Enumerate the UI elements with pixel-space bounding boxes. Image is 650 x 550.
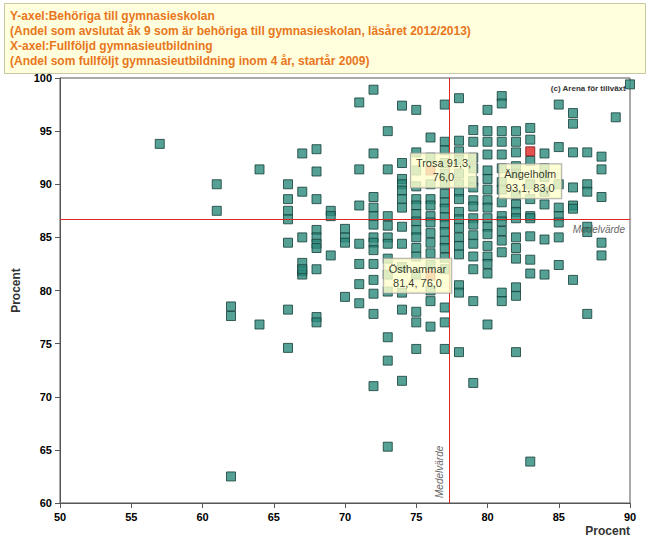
svg-text:Medelvärde: Medelvärde bbox=[573, 224, 626, 235]
svg-text:X-axel:Fullföljd gymnasieutbil: X-axel:Fullföljd gymnasieutbildning bbox=[10, 39, 213, 53]
svg-text:75: 75 bbox=[410, 511, 422, 523]
svg-text:70: 70 bbox=[339, 511, 351, 523]
svg-text:100: 100 bbox=[33, 72, 52, 84]
svg-text:50: 50 bbox=[54, 511, 66, 523]
svg-text:70: 70 bbox=[40, 391, 52, 403]
svg-text:95: 95 bbox=[40, 125, 52, 137]
svg-text:81,4, 76,0: 81,4, 76,0 bbox=[393, 277, 442, 289]
svg-text:90: 90 bbox=[624, 511, 636, 523]
svg-text:Östhammar: Östhammar bbox=[389, 263, 447, 275]
svg-text:Ängelholm: Ängelholm bbox=[504, 168, 556, 180]
svg-text:55: 55 bbox=[125, 511, 137, 523]
svg-text:75: 75 bbox=[40, 338, 52, 350]
svg-text:Procent: Procent bbox=[585, 524, 630, 538]
svg-text:85: 85 bbox=[40, 231, 52, 243]
svg-text:Medelvärde: Medelvärde bbox=[434, 445, 445, 498]
svg-text:90: 90 bbox=[40, 178, 52, 190]
svg-text:76,0: 76,0 bbox=[433, 171, 454, 183]
svg-text:60: 60 bbox=[196, 511, 208, 523]
svg-text:80: 80 bbox=[40, 285, 52, 297]
svg-text:65: 65 bbox=[268, 511, 280, 523]
svg-text:Procent: Procent bbox=[9, 268, 23, 313]
svg-text:60: 60 bbox=[40, 497, 52, 509]
svg-text:85: 85 bbox=[553, 511, 565, 523]
svg-text:65: 65 bbox=[40, 444, 52, 456]
svg-text:Trosa 91,3,: Trosa 91,3, bbox=[416, 157, 471, 169]
svg-text:(Andel som fullföljt gymnasieu: (Andel som fullföljt gymnasieutbildning … bbox=[10, 54, 369, 68]
svg-text:93,1, 83,0: 93,1, 83,0 bbox=[506, 182, 555, 194]
svg-text:Y-axel:Behöriga till gymnasies: Y-axel:Behöriga till gymnasieskolan bbox=[10, 9, 215, 23]
svg-text:(Andel som avslutat åk 9 som ä: (Andel som avslutat åk 9 som är behöriga… bbox=[10, 24, 471, 38]
svg-text:(c) Arena för tillväxt: (c) Arena för tillväxt bbox=[551, 84, 626, 93]
svg-text:80: 80 bbox=[481, 511, 493, 523]
